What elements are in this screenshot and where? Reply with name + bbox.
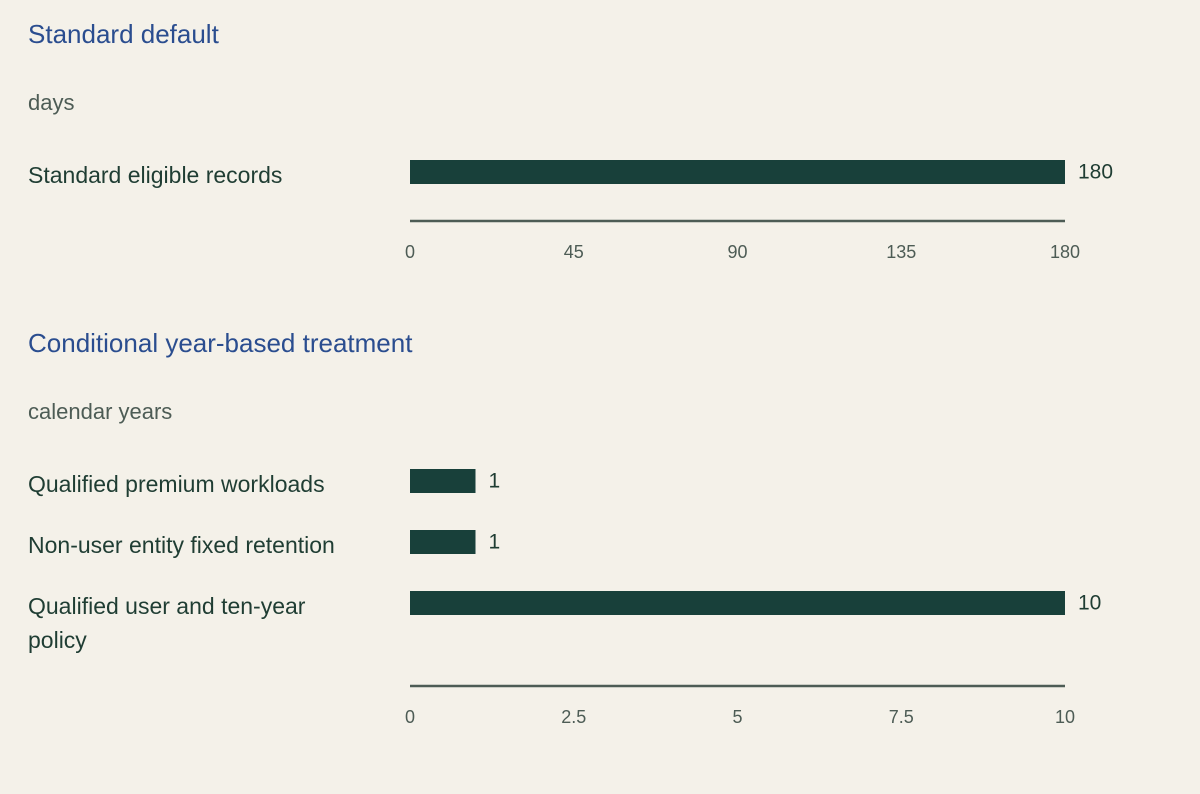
x-tick-label: 2.5 [561, 707, 586, 727]
category-label: Non-user entity fixed retention [28, 532, 335, 558]
x-tick-label: 0 [405, 707, 415, 727]
x-tick-label: 135 [886, 242, 916, 262]
category-label: Standard eligible records [28, 162, 282, 188]
value-label: 180 [1078, 161, 1113, 184]
x-tick-label: 10 [1055, 707, 1075, 727]
bar [410, 530, 476, 554]
chart-panel-2: Conditional year-based treatment calendar… [28, 328, 1101, 727]
value-label: 1 [489, 531, 501, 554]
chart-title: Standard default [28, 19, 220, 49]
unit-label: days [28, 90, 74, 115]
x-tick-label: 5 [732, 707, 742, 727]
x-tick-label: 7.5 [889, 707, 914, 727]
x-tick-label: 0 [405, 242, 415, 262]
value-label: 10 [1078, 592, 1101, 615]
bar [410, 591, 1065, 615]
x-tick-label: 90 [727, 242, 747, 262]
x-tick-label: 45 [564, 242, 584, 262]
unit-label: calendar years [28, 399, 172, 424]
category-label: Qualified premium workloads [28, 471, 325, 497]
x-tick-label: 180 [1050, 242, 1080, 262]
bar [410, 469, 476, 493]
chart-panel-1: Standard default days Standard eligible re… [28, 19, 1113, 262]
value-label: 1 [489, 470, 501, 493]
bar [410, 160, 1065, 184]
category-label: Qualified user and ten-year policy [28, 593, 306, 653]
chart-title: Conditional year-based treatment [28, 328, 413, 358]
